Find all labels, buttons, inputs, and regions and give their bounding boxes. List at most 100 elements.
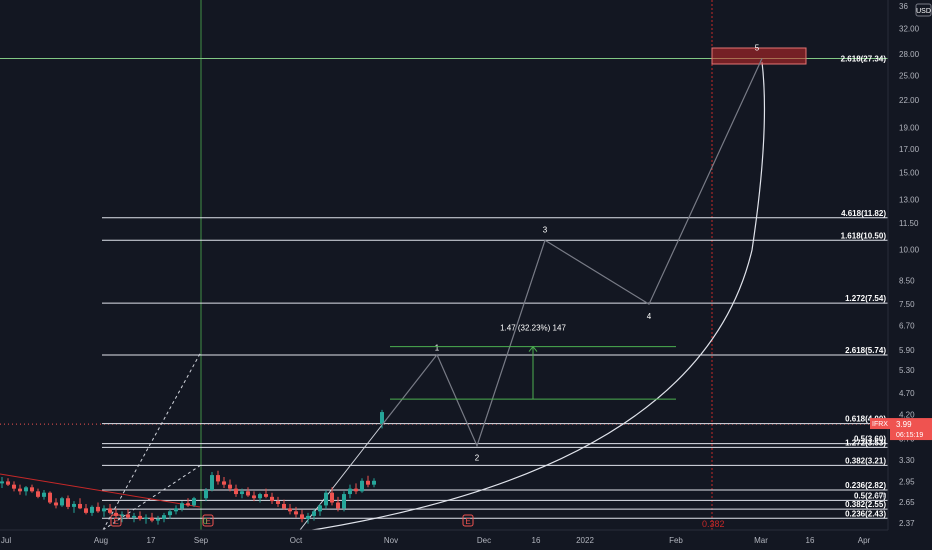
dashed-projection-line — [102, 351, 202, 531]
currency-label: USD — [916, 8, 931, 15]
price-axis-tick: 15.00 — [899, 169, 920, 178]
fib-level-label: 1.272(3.53) — [845, 438, 886, 447]
currency-badge — [915, 3, 932, 17]
candle-body — [380, 412, 384, 425]
candle-body — [330, 492, 334, 503]
earnings-marker-label: E — [205, 517, 210, 526]
wave-label: 2 — [475, 454, 480, 463]
elliott-wave-path — [381, 58, 763, 448]
current-price-value: 3.99 — [896, 420, 912, 429]
candle-body — [78, 503, 82, 509]
earnings-marker-box — [462, 514, 474, 527]
dashed-projection-line — [102, 464, 202, 531]
candle-body — [0, 481, 4, 484]
candle-body — [180, 503, 184, 509]
candle-body — [60, 498, 64, 506]
candle-body — [120, 514, 124, 516]
wave-label: 4 — [647, 312, 652, 321]
fib-level-label: 0.236(2.82) — [845, 481, 886, 490]
fib-level-label: 1.272(7.54) — [845, 294, 886, 303]
candle-body — [174, 508, 178, 512]
candle-body — [162, 515, 166, 520]
candle-body — [66, 498, 70, 507]
candle-body — [42, 492, 46, 497]
candle-body — [210, 475, 214, 490]
price-axis-background — [888, 0, 932, 530]
fib-level-label: 0.382(3.21) — [845, 456, 886, 465]
candle-body — [252, 495, 256, 499]
candle-body — [36, 491, 40, 497]
price-axis-tick: 25.00 — [899, 72, 920, 81]
measure-label: 1.47 (32.23%) 147 — [500, 324, 566, 333]
candle-body — [354, 488, 358, 492]
price-axis-tick: 8.50 — [899, 276, 915, 285]
candle-body — [114, 512, 118, 516]
candle-body — [108, 508, 112, 513]
candle-body — [192, 498, 196, 506]
candle-body — [6, 481, 10, 485]
price-countdown: 06:15:19 — [896, 432, 923, 439]
earnings-marker-box — [202, 514, 214, 527]
candle-body — [372, 480, 376, 485]
time-axis-tick: Nov — [384, 536, 398, 545]
candle-body — [348, 488, 352, 495]
time-axis-tick: Mar — [754, 536, 768, 545]
time-axis-tick: Dec — [477, 536, 491, 545]
candle-body — [138, 515, 142, 520]
candle-body — [228, 484, 232, 489]
descending-trendline — [0, 473, 201, 508]
price-axis-tick: 13.00 — [899, 196, 920, 205]
price-axis-tick: 36 — [899, 2, 908, 11]
fib-level-label: 0.618(4.00) — [845, 415, 886, 424]
fib-level-label: 0.236(2.43) — [845, 509, 886, 518]
measure-arrow-head — [528, 345, 538, 352]
price-axis-tick: 2.95 — [899, 477, 915, 486]
price-axis-tick: 11.50 — [899, 219, 919, 228]
wave-label: 1 — [435, 344, 440, 353]
price-axis-tick: 28.00 — [899, 50, 920, 59]
cycle-label: 0 — [203, 517, 208, 526]
candle-body — [246, 491, 250, 496]
earnings-marker-label: E — [465, 517, 470, 526]
candle-body — [318, 505, 322, 512]
price-label-box — [890, 418, 932, 441]
time-axis-tick: Feb — [669, 536, 683, 545]
price-axis-tick: 3.30 — [899, 456, 915, 465]
time-axis-tick: 17 — [147, 536, 156, 545]
candle-body — [18, 488, 22, 492]
candle-body — [72, 503, 76, 507]
candle-body — [150, 517, 154, 521]
time-axis-tick: Apr — [858, 536, 871, 545]
candle-body — [306, 515, 310, 520]
time-axis-tick: Oct — [290, 536, 303, 545]
earnings-marker-box — [110, 514, 122, 527]
target-level-label: 2.618(27.34) — [841, 55, 887, 64]
candle-body — [282, 503, 286, 509]
candle-body — [30, 487, 34, 492]
time-axis-tick: Aug — [94, 536, 108, 545]
price-axis-tick: 5.30 — [899, 366, 915, 375]
candle-body — [294, 511, 298, 515]
price-axis-tick: 6.70 — [899, 322, 915, 331]
candle-body — [216, 475, 220, 482]
wave-label: 3 — [543, 225, 548, 234]
fib-level-label: 2.618(5.74) — [845, 346, 886, 355]
candle-body — [126, 514, 130, 518]
parabolic-curve — [299, 61, 766, 533]
candle-body — [24, 487, 28, 492]
time-axis-tick: Jul — [1, 536, 11, 545]
price-axis-tick: 2.65 — [899, 498, 915, 507]
candle-body — [48, 492, 52, 503]
candle-body — [156, 519, 160, 521]
candle-body — [132, 515, 136, 518]
candle-body — [54, 502, 58, 506]
candle-body — [288, 508, 292, 512]
price-axis-tick: 4.20 — [899, 410, 915, 419]
symbol-tag: IFRX — [872, 421, 888, 428]
candle-body — [360, 480, 364, 492]
candle-body — [234, 488, 238, 495]
earnings-marker-label: E — [113, 517, 118, 526]
candle-body — [204, 489, 208, 499]
